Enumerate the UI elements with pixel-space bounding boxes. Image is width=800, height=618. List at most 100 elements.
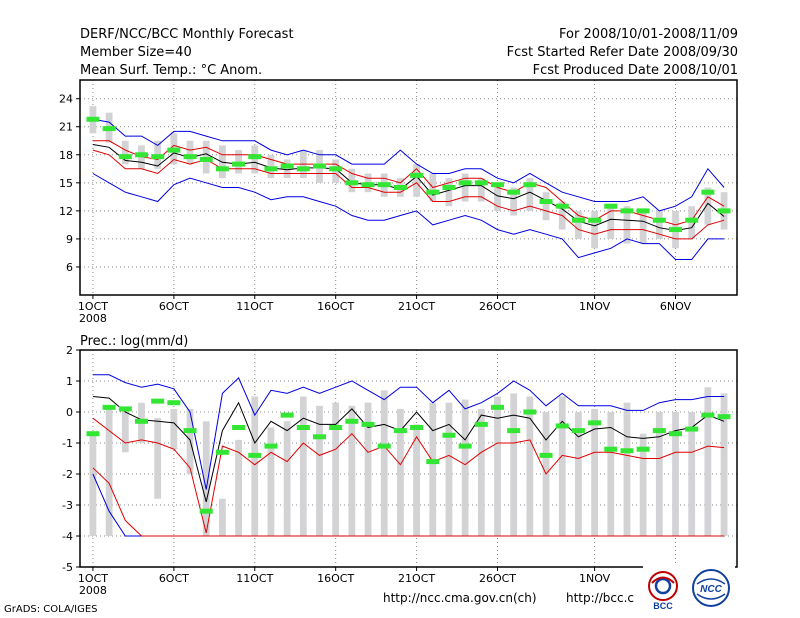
bcc-logo-text: BCC bbox=[653, 601, 673, 611]
range-box bbox=[251, 396, 259, 536]
ctrl-marker bbox=[183, 428, 197, 434]
ctrl-marker bbox=[102, 404, 116, 410]
y-tick-label: -2 bbox=[62, 468, 73, 481]
x-tick-label: 1OCT bbox=[78, 572, 108, 585]
x-tick-label: 6OCT bbox=[159, 300, 189, 313]
range-box bbox=[704, 387, 712, 536]
ctrl-marker bbox=[620, 448, 634, 454]
ctrl-marker bbox=[652, 217, 666, 223]
x-tick-label: 16OCT bbox=[317, 572, 354, 585]
ctrl-marker bbox=[134, 152, 148, 158]
bcc-url[interactable]: http://bcc.c bbox=[566, 591, 634, 605]
range-box bbox=[105, 408, 113, 536]
ctrl-marker bbox=[507, 428, 521, 434]
ctrl-marker bbox=[507, 189, 521, 195]
ctrl-marker bbox=[717, 208, 731, 214]
y-tick-label: -1 bbox=[62, 437, 73, 450]
range-box bbox=[591, 210, 598, 249]
range-box bbox=[510, 393, 518, 536]
range-box bbox=[429, 402, 437, 536]
ctrl-marker bbox=[458, 443, 472, 449]
range-box bbox=[380, 390, 388, 536]
start-date: Fcst Started Refer Date 2008/09/30 bbox=[506, 45, 738, 60]
member-size: Member Size=40 bbox=[80, 45, 192, 60]
range-box bbox=[639, 433, 647, 536]
range-box bbox=[672, 412, 679, 536]
ctrl-marker bbox=[685, 426, 699, 432]
panel-1: 6 9 12 15 18 21 24 1OCT 6OCT 11OCT 16OCT 21OCT 26OCT… bbox=[59, 79, 738, 325]
range-box bbox=[542, 192, 550, 221]
x-tick-label: 26OCT bbox=[479, 300, 516, 313]
ctrl-marker bbox=[474, 180, 488, 186]
series-mean-line bbox=[92, 144, 725, 232]
range-box bbox=[299, 396, 307, 536]
y-tick-label: 15 bbox=[59, 177, 73, 190]
ctrl-marker bbox=[636, 446, 650, 452]
range-box bbox=[477, 178, 485, 202]
ctrl-marker bbox=[426, 189, 440, 195]
range-box bbox=[186, 140, 194, 165]
ncc-url[interactable]: http://ncc.cma.gov.cn(ch) bbox=[383, 591, 537, 605]
range-box bbox=[121, 140, 129, 165]
plot-frame bbox=[79, 79, 738, 296]
range-box bbox=[316, 405, 323, 536]
ctrl-marker bbox=[588, 420, 602, 426]
ctrl-marker bbox=[280, 412, 294, 418]
y-tick-label: 6 bbox=[66, 261, 73, 274]
ctrl-marker bbox=[167, 400, 181, 406]
range-box bbox=[510, 187, 518, 216]
range-box bbox=[494, 182, 501, 211]
ncc-logo-icon bbox=[692, 569, 730, 607]
range-box bbox=[348, 405, 356, 536]
ctrl-marker bbox=[215, 166, 229, 172]
ctrl-marker bbox=[555, 203, 569, 209]
x-tick-label: 6NOV bbox=[660, 300, 692, 313]
range-box bbox=[397, 408, 404, 536]
y-tick-label: 2 bbox=[66, 344, 73, 357]
ctrl-marker bbox=[329, 166, 343, 172]
range-box bbox=[607, 206, 615, 239]
ctrl-marker bbox=[377, 182, 391, 188]
ncc-logo-text: NCC bbox=[700, 584, 722, 595]
series-lower-line bbox=[92, 140, 725, 226]
ctrl-marker bbox=[199, 508, 213, 514]
ctrl-marker bbox=[248, 452, 262, 458]
ctrl-marker bbox=[442, 432, 456, 438]
ctrl-marker bbox=[474, 421, 488, 427]
range-box bbox=[655, 412, 663, 536]
range-box bbox=[461, 173, 469, 202]
x-tick-label: 6OCT bbox=[159, 572, 189, 585]
ctrl-marker bbox=[232, 161, 246, 167]
range-box bbox=[720, 393, 728, 536]
variable-label: Mean Surf. Temp.: °C Anom. bbox=[80, 63, 263, 78]
ctrl-marker bbox=[604, 446, 618, 452]
y-tick-label: 21 bbox=[59, 121, 73, 134]
ctrl-marker bbox=[151, 154, 165, 160]
y-tick-label: 24 bbox=[59, 93, 73, 106]
series-lower-line bbox=[92, 417, 725, 534]
range-box bbox=[121, 408, 129, 453]
ctrl-marker bbox=[232, 425, 246, 430]
ctrl-marker bbox=[167, 147, 181, 153]
x-tick-label: 1NOV bbox=[579, 572, 611, 585]
ctrl-marker bbox=[539, 452, 553, 458]
ctrl-marker bbox=[588, 217, 602, 223]
ctrl-marker bbox=[620, 208, 634, 214]
range-box bbox=[413, 424, 420, 536]
ctrl-marker bbox=[264, 166, 278, 172]
ctrl-marker bbox=[296, 166, 310, 172]
y-tick-label: 12 bbox=[59, 205, 73, 218]
range-box bbox=[558, 396, 566, 536]
range-box bbox=[607, 412, 615, 536]
ctrl-marker bbox=[151, 398, 165, 404]
ctrl-marker bbox=[118, 154, 132, 160]
range-box bbox=[688, 412, 696, 536]
series-upper-line bbox=[92, 149, 725, 240]
plot-frame bbox=[79, 349, 738, 568]
y-tick-label: -5 bbox=[62, 561, 73, 574]
range-box bbox=[364, 402, 372, 536]
range-box bbox=[655, 210, 663, 239]
range-box bbox=[170, 408, 178, 450]
ctrl-marker bbox=[669, 227, 683, 233]
range-box bbox=[526, 396, 534, 536]
